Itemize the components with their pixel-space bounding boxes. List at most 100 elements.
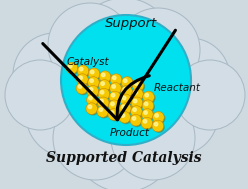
Circle shape xyxy=(130,114,142,126)
Circle shape xyxy=(143,120,147,123)
Circle shape xyxy=(134,91,137,94)
Circle shape xyxy=(88,96,99,106)
Text: Catalyst: Catalyst xyxy=(67,57,109,67)
Circle shape xyxy=(99,80,110,91)
Circle shape xyxy=(79,67,83,71)
Circle shape xyxy=(87,85,99,97)
Circle shape xyxy=(122,96,132,106)
Circle shape xyxy=(90,79,100,89)
Circle shape xyxy=(119,112,131,123)
Circle shape xyxy=(53,96,137,180)
Circle shape xyxy=(123,79,133,89)
Circle shape xyxy=(112,84,122,95)
Circle shape xyxy=(175,60,245,130)
Circle shape xyxy=(120,94,132,106)
Circle shape xyxy=(77,65,89,77)
Circle shape xyxy=(144,102,154,112)
Circle shape xyxy=(142,109,153,120)
Circle shape xyxy=(116,8,200,92)
Circle shape xyxy=(99,71,111,83)
Circle shape xyxy=(141,117,153,129)
Circle shape xyxy=(150,38,230,118)
Circle shape xyxy=(88,77,99,88)
Circle shape xyxy=(99,99,110,109)
Text: Reactant: Reactant xyxy=(154,83,200,93)
Circle shape xyxy=(72,88,176,189)
Circle shape xyxy=(144,111,147,114)
Circle shape xyxy=(138,75,218,155)
Circle shape xyxy=(108,109,120,120)
Circle shape xyxy=(5,60,75,130)
Circle shape xyxy=(13,33,97,117)
Circle shape xyxy=(100,91,104,94)
Circle shape xyxy=(111,96,195,180)
Circle shape xyxy=(143,91,154,103)
Circle shape xyxy=(77,74,88,85)
Circle shape xyxy=(115,33,225,143)
Circle shape xyxy=(79,67,89,77)
Circle shape xyxy=(144,102,148,106)
Circle shape xyxy=(145,93,155,103)
Circle shape xyxy=(97,106,109,117)
Circle shape xyxy=(123,96,126,100)
Circle shape xyxy=(132,108,143,118)
Circle shape xyxy=(113,76,116,80)
Circle shape xyxy=(133,108,136,112)
Circle shape xyxy=(155,114,158,117)
Circle shape xyxy=(124,79,127,82)
Circle shape xyxy=(79,76,89,86)
Circle shape xyxy=(42,13,206,177)
Circle shape xyxy=(110,111,114,114)
Circle shape xyxy=(143,119,153,129)
Circle shape xyxy=(89,87,99,98)
Circle shape xyxy=(100,90,110,100)
Circle shape xyxy=(111,93,121,103)
Circle shape xyxy=(48,3,132,87)
Circle shape xyxy=(78,84,88,95)
Circle shape xyxy=(121,77,133,88)
Circle shape xyxy=(112,76,122,86)
Circle shape xyxy=(121,114,125,117)
Circle shape xyxy=(132,117,136,120)
Circle shape xyxy=(144,111,154,121)
Circle shape xyxy=(121,85,132,97)
Circle shape xyxy=(99,108,109,118)
Circle shape xyxy=(89,96,92,100)
Text: Product: Product xyxy=(110,128,150,138)
Circle shape xyxy=(135,82,138,85)
Circle shape xyxy=(101,82,104,85)
Circle shape xyxy=(68,64,78,74)
Circle shape xyxy=(90,70,100,80)
Circle shape xyxy=(66,62,78,74)
Circle shape xyxy=(88,68,100,80)
Circle shape xyxy=(133,99,143,109)
Circle shape xyxy=(132,116,142,126)
Circle shape xyxy=(131,106,142,117)
Circle shape xyxy=(154,122,164,132)
Circle shape xyxy=(91,70,94,74)
Circle shape xyxy=(111,102,114,106)
Circle shape xyxy=(142,100,154,112)
Circle shape xyxy=(68,64,72,68)
Circle shape xyxy=(26,73,110,157)
Circle shape xyxy=(145,93,149,97)
Circle shape xyxy=(152,120,164,132)
Circle shape xyxy=(109,100,120,112)
Circle shape xyxy=(111,93,115,97)
Circle shape xyxy=(133,99,137,103)
Circle shape xyxy=(97,97,109,109)
Circle shape xyxy=(110,83,121,94)
Circle shape xyxy=(122,105,132,115)
Circle shape xyxy=(88,105,98,115)
Circle shape xyxy=(131,97,143,109)
Circle shape xyxy=(123,87,133,98)
Circle shape xyxy=(74,0,174,98)
Circle shape xyxy=(120,103,131,114)
Circle shape xyxy=(86,103,97,114)
Circle shape xyxy=(99,108,103,112)
Circle shape xyxy=(110,74,122,85)
Circle shape xyxy=(78,85,82,88)
Circle shape xyxy=(132,80,144,91)
Circle shape xyxy=(89,88,93,91)
Circle shape xyxy=(87,94,98,106)
